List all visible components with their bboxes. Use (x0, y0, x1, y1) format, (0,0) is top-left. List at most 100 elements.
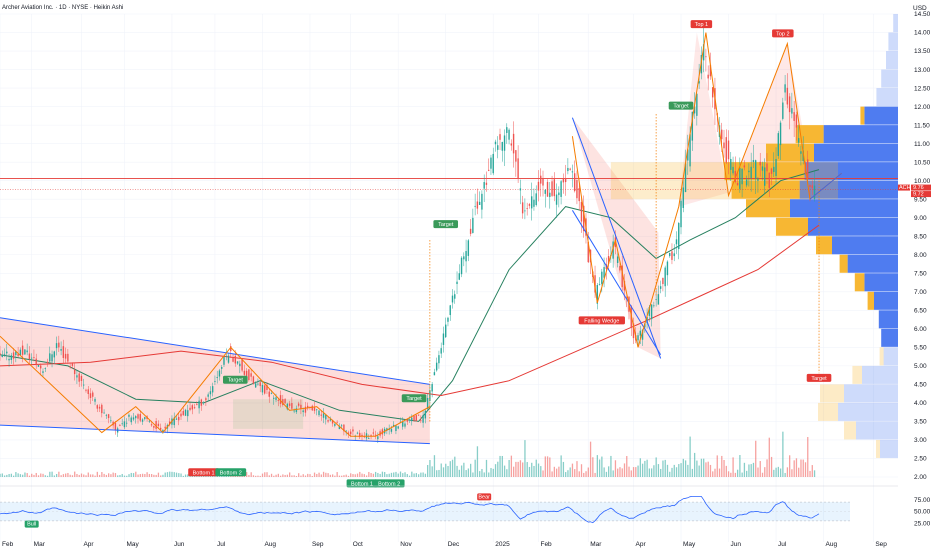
volume-bar (605, 471, 608, 477)
candle-body (241, 359, 243, 371)
pattern-annotations: Bottom 1 Bottom 2 Target Bottom 1 Bottom 2 Ta… (188, 20, 832, 488)
volume-bar (67, 472, 69, 477)
volume-bar (743, 462, 746, 477)
volume-bar (639, 458, 641, 477)
volume-bar (175, 472, 178, 477)
moving-average-line (0, 169, 820, 422)
volume-bar (718, 468, 721, 477)
volume-bar (268, 475, 270, 477)
candle-body (788, 96, 791, 113)
volume-bar (384, 472, 386, 477)
volume-bar (390, 472, 393, 477)
volume-bar (515, 461, 517, 477)
volume-bar (517, 461, 519, 477)
candle-body (153, 425, 155, 428)
candle-body (363, 436, 365, 438)
candle-body (377, 436, 379, 440)
candle-body (673, 253, 675, 257)
candle-body (736, 183, 739, 186)
candle-body (786, 87, 789, 105)
candle-body (490, 157, 492, 169)
candle-body (465, 251, 467, 262)
candle-body (451, 295, 454, 303)
candle-body (42, 371, 44, 373)
candle-body (671, 251, 673, 260)
candle-body (402, 421, 404, 427)
volume-bar (610, 455, 612, 477)
volume-profile-buy-row (874, 291, 898, 310)
countdown-tag (911, 191, 931, 198)
candle-body (761, 166, 764, 171)
volume-profile-sell-row (766, 143, 814, 162)
candle-body (440, 348, 442, 354)
candle-body (501, 141, 503, 151)
volume-bar (727, 471, 730, 477)
candle-body (184, 409, 187, 416)
volume-bar (693, 452, 696, 477)
candle-body (101, 404, 103, 414)
zigzag-line-right (571, 32, 842, 348)
volume-profile-buy-row (864, 106, 898, 125)
volume-bar (352, 474, 354, 477)
volume-profile-sell-row (818, 402, 838, 421)
volume-bar (630, 470, 632, 477)
volume-bar (671, 467, 673, 477)
candle-body (601, 271, 603, 284)
time-tick-label: Nov (400, 541, 412, 548)
volume-bar (512, 466, 515, 477)
volume-bar (696, 460, 698, 477)
candle-body (632, 323, 635, 339)
candle-body (331, 420, 334, 424)
volume-bar (583, 472, 585, 477)
time-axis[interactable]: Feb Mar Apr May Jun Jul Aug Sep Oct Nov Dec 2025 Feb… (2, 541, 887, 548)
candle-body (297, 403, 300, 406)
volume-bar (8, 474, 10, 477)
candle-body (85, 389, 87, 391)
volume-bar (811, 465, 813, 477)
candle-body (336, 421, 338, 423)
volume-bar (182, 475, 184, 477)
candle-body (196, 403, 198, 405)
volume-profile-buy-row (808, 217, 898, 236)
volume-bar (644, 460, 646, 477)
candle-body (485, 182, 488, 185)
candle-body (535, 193, 537, 206)
volume-bar (399, 471, 402, 477)
price-tick-label: 8.50 (914, 233, 927, 240)
volume-bar (422, 472, 424, 477)
volume-bar (770, 456, 773, 477)
volume-bar (114, 473, 117, 477)
candle-body (232, 357, 234, 362)
volume-bar (322, 471, 325, 477)
candle-body (478, 201, 481, 205)
price-axis[interactable]: 14.50 14.00 13.50 13.00 12.50 12.00 11.50 11.00… (898, 11, 931, 481)
volume-bar (436, 470, 438, 477)
volume-bar (273, 475, 275, 477)
candle-body (467, 240, 470, 256)
volume-bar (594, 472, 596, 477)
candle-body (433, 372, 436, 376)
candle-body (207, 394, 209, 397)
candle-body (707, 74, 709, 79)
candle-body (347, 432, 350, 434)
candle-body (327, 420, 329, 422)
volume-bar (51, 471, 53, 477)
candle-body (230, 346, 232, 352)
candle-body (266, 384, 268, 391)
volume-bar (619, 467, 621, 477)
price-tick-label: 5.00 (914, 363, 927, 370)
candle-body (702, 44, 705, 61)
candle-body (424, 410, 427, 419)
volume-bar (574, 469, 576, 477)
candle-body (515, 150, 517, 162)
candle-body (80, 375, 83, 381)
time-tick-label: Sep (875, 541, 887, 548)
candle-body (119, 425, 121, 426)
annotation-badge (772, 29, 794, 38)
candle-body (126, 422, 128, 424)
candle-body (352, 429, 354, 432)
candle-body (374, 434, 377, 436)
volume-bar (370, 473, 372, 477)
volume-bar (372, 473, 375, 477)
